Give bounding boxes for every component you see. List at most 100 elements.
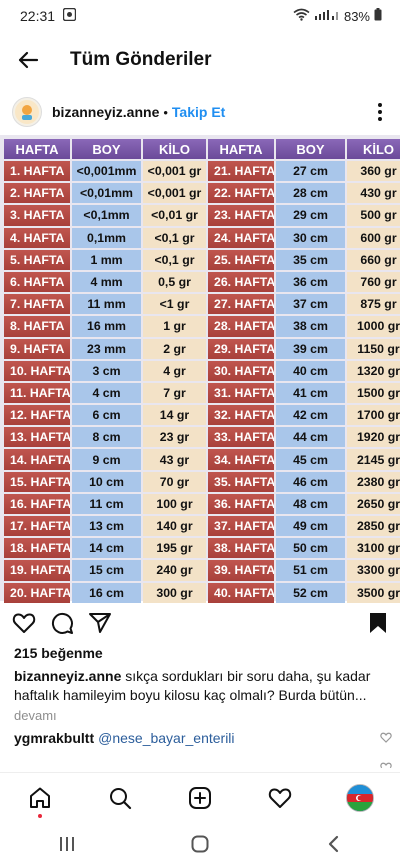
like-button[interactable] — [12, 606, 50, 640]
post-actions — [0, 606, 400, 640]
comment-mention[interactable]: @nese_bayar_enterili — [98, 730, 235, 746]
week-cell: 28. HAFTA — [208, 316, 274, 337]
week-cell: 7. HAFTA — [4, 294, 70, 315]
length-cell: 15 cm — [72, 560, 141, 581]
week-cell: 23. HAFTA — [208, 205, 274, 226]
chevron-left-icon — [329, 835, 339, 853]
week-cell: 17. HAFTA — [4, 516, 70, 537]
length-cell: 27 cm — [276, 161, 345, 182]
column-header: BOY — [276, 139, 345, 159]
comment-like-icon[interactable] — [380, 755, 392, 773]
length-cell: 51 cm — [276, 560, 345, 581]
share-button[interactable] — [88, 606, 126, 640]
wifi-icon — [293, 8, 310, 24]
gallery-notification-icon — [62, 7, 77, 24]
nav-profile[interactable] — [340, 778, 380, 818]
save-button[interactable] — [356, 612, 400, 634]
table-row: 16. HAFTA 11 cm 100 gr 36. HAFTA 48 cm 2650 g… — [4, 493, 400, 514]
week-cell: 34. HAFTA — [208, 449, 274, 470]
nav-activity[interactable] — [260, 778, 300, 818]
length-cell: 29 cm — [276, 205, 345, 226]
post-image[interactable]: HAFTA BOY KİLO HAFTA BOY KİLO 1. HAFTA <0… — [0, 135, 400, 603]
week-cell: 4. HAFTA — [4, 227, 70, 248]
table-row: 3. HAFTA <0,1mm <0,01 gr 23. HAFTA 29 cm 500 … — [4, 205, 400, 226]
length-cell: 35 cm — [276, 249, 345, 270]
nav-create[interactable] — [180, 778, 220, 818]
week-cell: 2. HAFTA — [4, 183, 70, 204]
length-cell: 48 cm — [276, 493, 345, 514]
length-cell: 0,1mm — [72, 227, 141, 248]
system-back-button[interactable] — [303, 822, 363, 866]
weight-cell: 600 gr — [347, 227, 400, 248]
length-cell: 39 cm — [276, 338, 345, 359]
column-header: BOY — [72, 139, 141, 159]
nav-search[interactable] — [100, 778, 140, 818]
table-body: 1. HAFTA <0,001mm <0,001 gr 21. HAFTA 27 cm 3… — [4, 161, 400, 603]
post-header: bizanneyiz.anne • Takip Et — [0, 92, 400, 132]
table-row: 11. HAFTA 4 cm 7 gr 31. HAFTA 41 cm 1500 gr — [4, 382, 400, 404]
week-cell: 16. HAFTA — [4, 493, 70, 514]
weight-cell: <0,001 gr — [143, 183, 206, 204]
recents-button[interactable] — [37, 822, 97, 866]
follow-button[interactable]: Takip Et — [171, 104, 226, 120]
length-cell: 45 cm — [276, 449, 345, 470]
week-cell: 40. HAFTA — [208, 582, 274, 603]
weight-cell: 1 gr — [143, 316, 206, 337]
caption-username[interactable]: bizanneyiz.anne — [14, 668, 122, 684]
length-cell: 9 cm — [72, 449, 141, 470]
length-cell: 38 cm — [276, 316, 345, 337]
table-row: 7. HAFTA 11 mm <1 gr 27. HAFTA 37 cm 875 gr — [4, 294, 400, 315]
length-cell: 16 cm — [72, 582, 141, 603]
caption-more-link[interactable]: devamı — [14, 708, 57, 723]
weight-cell: 7 gr — [143, 382, 206, 404]
weight-cell: 760 gr — [347, 271, 400, 293]
week-cell: 31. HAFTA — [208, 382, 274, 404]
weight-cell: 1700 gr — [347, 405, 400, 426]
length-cell: 11 cm — [72, 493, 141, 514]
home-icon — [30, 787, 50, 808]
battery-percent: 83% — [343, 8, 370, 24]
back-button[interactable] — [0, 36, 56, 84]
account-username[interactable]: bizanneyiz.anne — [52, 104, 160, 120]
system-navigation — [0, 822, 400, 866]
comment-button[interactable] — [50, 606, 88, 640]
week-cell: 11. HAFTA — [4, 382, 70, 404]
nav-home[interactable] — [20, 778, 60, 818]
notification-dot — [38, 813, 42, 818]
more-options-button[interactable] — [360, 92, 400, 132]
length-cell: 36 cm — [276, 271, 345, 293]
system-home-button[interactable] — [170, 822, 230, 866]
comment-like-icon[interactable] — [380, 730, 392, 746]
comment-username[interactable]: ygmrakbultt — [14, 730, 95, 746]
table-row: 17. HAFTA 13 cm 140 gr 37. HAFTA 49 cm 2850 g… — [4, 516, 400, 537]
status-time: 22:31 — [20, 8, 56, 24]
table-row: 18. HAFTA 14 cm 195 gr 38. HAFTA 50 cm 3100 g… — [4, 538, 400, 559]
weight-cell: 3100 gr — [347, 538, 400, 559]
weight-cell: 2145 gr — [347, 449, 400, 470]
week-cell: 30. HAFTA — [208, 360, 274, 381]
table-row: 2. HAFTA <0,01mm <0,001 gr 22. HAFTA 28 cm 43… — [4, 183, 400, 204]
table-header-row: HAFTA BOY KİLO HAFTA BOY KİLO — [4, 139, 400, 159]
weight-cell: 43 gr — [143, 449, 206, 470]
table-row: 1. HAFTA <0,001mm <0,001 gr 21. HAFTA 27 cm 3… — [4, 161, 400, 182]
week-cell: 3. HAFTA — [4, 205, 70, 226]
week-cell: 36. HAFTA — [208, 493, 274, 514]
weight-cell: 1000 gr — [347, 316, 400, 337]
likes-count[interactable]: 215 beğenme — [14, 645, 103, 661]
week-cell: 19. HAFTA — [4, 560, 70, 581]
search-icon — [110, 787, 132, 809]
week-cell: 33. HAFTA — [208, 427, 274, 448]
weight-cell: 140 gr — [143, 516, 206, 537]
table-row: 4. HAFTA 0,1mm <0,1 gr 24. HAFTA 30 cm 600 gr — [4, 227, 400, 248]
weight-cell: 300 gr — [143, 582, 206, 603]
week-cell: 15. HAFTA — [4, 471, 70, 492]
bookmark-icon — [370, 613, 386, 633]
weight-cell: <1 gr — [143, 294, 206, 315]
length-cell: 14 cm — [72, 538, 141, 559]
weight-cell: 2650 gr — [347, 493, 400, 514]
week-cell: 10. HAFTA — [4, 360, 70, 381]
weight-cell: 100 gr — [143, 493, 206, 514]
weight-cell: 2380 gr — [347, 471, 400, 492]
weight-cell: 240 gr — [143, 560, 206, 581]
account-avatar[interactable] — [12, 97, 42, 127]
